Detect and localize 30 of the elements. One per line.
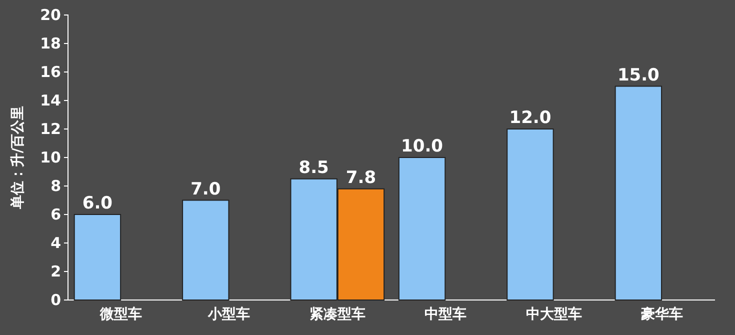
text: 8.5 [298, 158, 329, 178]
x-tick-label: 豪华车 [640, 305, 683, 322]
text: 7.8 [346, 168, 376, 188]
y-tick-label: 0 [50, 290, 61, 309]
bar [614, 86, 662, 300]
y-tick-label: 2 [50, 262, 61, 280]
text: 15.0 [617, 65, 660, 86]
text: 12.0 [509, 108, 552, 128]
x-tick-label: 中大型车 [526, 305, 582, 322]
text: 10.0 [401, 136, 444, 156]
bar [506, 128, 554, 300]
text: 7.0 [190, 179, 221, 200]
bar [398, 157, 446, 300]
x-tick-label: 微型车 [99, 305, 142, 322]
y-tick-label: 20 [40, 6, 61, 24]
bar [74, 214, 122, 300]
y-tick-label: 18 [40, 34, 61, 52]
y-tick-label: 8 [50, 176, 61, 195]
y-tick-label: 12 [40, 120, 61, 138]
x-tick-label: 小型车 [207, 305, 250, 322]
x-tick-label: 中型车 [424, 305, 467, 322]
y-tick-label: 16 [40, 62, 61, 81]
y-tick-label: 10 [40, 148, 61, 166]
y-axis-title: 单位：升/百公里 [9, 106, 26, 210]
y-tick-label: 6 [50, 205, 61, 224]
x-tick-label: 紧凑型车 [309, 305, 366, 322]
bar [182, 200, 230, 300]
text: 6.0 [82, 194, 113, 214]
y-tick-label: 14 [40, 91, 61, 110]
y-tick-label: 4 [50, 234, 61, 252]
